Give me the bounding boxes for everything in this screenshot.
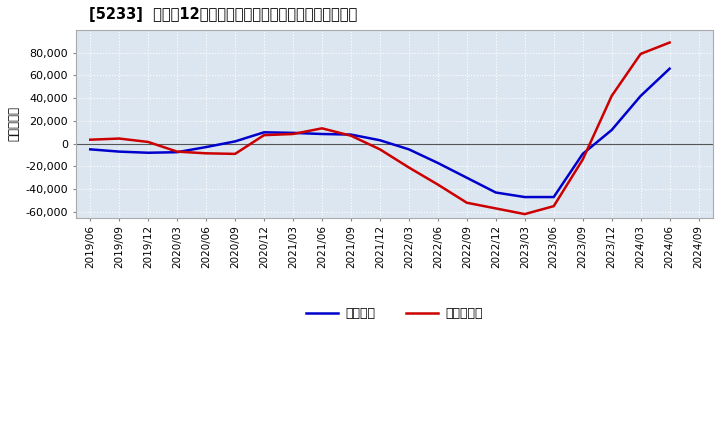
経常利益 (636, 93, 645, 99)
経常利益 (318, 132, 326, 137)
当期純利益 (636, 51, 645, 57)
経常利益 (376, 138, 384, 143)
経常利益 (433, 160, 442, 165)
経常利益 (231, 139, 240, 144)
当期純利益 (521, 212, 529, 217)
経常利益 (173, 150, 181, 155)
経常利益 (608, 128, 616, 133)
Line: 経常利益: 経常利益 (90, 69, 670, 197)
当期純利益 (260, 132, 269, 138)
経常利益 (346, 132, 355, 137)
Text: [5233]  利益だ12か月移動合計の対前年同期増減額の推移: [5233] 利益だ12か月移動合計の対前年同期増減額の推移 (89, 7, 356, 22)
経常利益 (202, 144, 210, 150)
当期純利益 (433, 182, 442, 187)
Line: 当期純利益: 当期純利益 (90, 43, 670, 214)
当期純利益 (115, 136, 124, 141)
当期純利益 (173, 149, 181, 154)
当期純利益 (608, 93, 616, 99)
経常利益 (405, 147, 413, 152)
経常利益 (665, 66, 674, 71)
当期純利益 (665, 40, 674, 45)
経常利益 (549, 194, 558, 200)
経常利益 (578, 151, 587, 157)
当期純利益 (202, 150, 210, 156)
経常利益 (289, 130, 297, 136)
当期純利益 (289, 132, 297, 137)
当期純利益 (144, 139, 153, 145)
当期純利益 (318, 126, 326, 131)
経常利益 (492, 190, 500, 195)
当期純利益 (231, 151, 240, 157)
経常利益 (521, 194, 529, 200)
Y-axis label: （百万円）: （百万円） (7, 106, 20, 141)
当期純利益 (549, 204, 558, 209)
当期純利益 (462, 200, 471, 205)
当期純利益 (492, 206, 500, 211)
経常利益 (260, 130, 269, 135)
経常利益 (86, 147, 94, 152)
当期純利益 (376, 147, 384, 152)
経常利益 (462, 175, 471, 180)
経常利益 (144, 150, 153, 155)
Legend: 経常利益, 当期純利益: 経常利益, 当期純利益 (301, 302, 487, 326)
当期純利益 (578, 157, 587, 162)
当期純利益 (346, 133, 355, 138)
当期純利益 (86, 137, 94, 142)
当期純利益 (405, 165, 413, 170)
経常利益 (115, 149, 124, 154)
